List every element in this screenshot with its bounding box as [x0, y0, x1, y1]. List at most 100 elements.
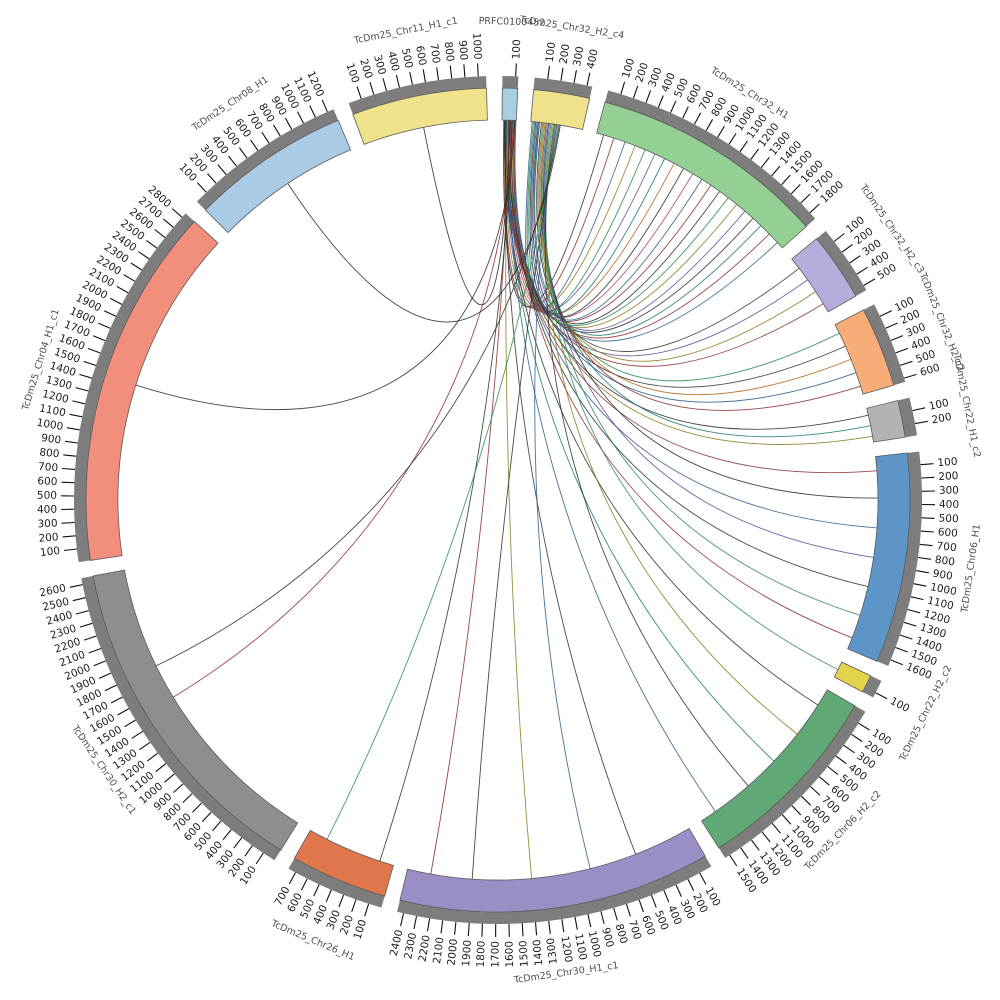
tick-label: 800 — [39, 446, 60, 460]
tick-mark — [130, 262, 143, 271]
tick-mark — [921, 517, 935, 519]
tick-mark — [63, 454, 77, 457]
tick-mark — [801, 795, 812, 806]
tick-mark — [454, 921, 457, 935]
tick-mark — [382, 78, 388, 92]
tick-mark — [61, 481, 75, 484]
tick-band — [288, 858, 385, 908]
chord — [533, 122, 746, 331]
tick-label: 300 — [939, 484, 959, 496]
tick-mark — [117, 708, 130, 716]
tick-label: 1300 — [545, 937, 560, 965]
tick-mark — [574, 916, 578, 930]
tick-label: 800 — [613, 923, 630, 946]
tick-mark — [72, 597, 86, 602]
tick-label: 1100 — [926, 595, 955, 613]
tick-mark — [918, 556, 932, 560]
tick-label: 300 — [371, 54, 388, 76]
tick-mark — [436, 67, 440, 81]
tick-mark — [548, 920, 551, 934]
chord — [471, 124, 558, 880]
tick-mark — [810, 786, 821, 796]
tick-label: 2000 — [446, 938, 461, 966]
tick-mark — [833, 233, 845, 242]
tick-label: 1000 — [586, 930, 603, 959]
chord — [514, 120, 770, 339]
tick-mark — [93, 660, 106, 667]
tick-mark — [297, 111, 304, 124]
chord — [534, 124, 591, 869]
tick-mark — [827, 766, 839, 776]
segment-arc — [293, 829, 394, 897]
tick-band — [816, 231, 867, 297]
tick-mark — [841, 244, 853, 253]
tick-label: 700 — [38, 461, 59, 474]
tick-label: 2400 — [388, 929, 406, 958]
tick-mark — [632, 85, 639, 99]
tick-mark — [921, 476, 935, 479]
tick-mark — [72, 400, 86, 405]
tick-mark — [64, 440, 78, 444]
chord — [504, 120, 637, 855]
tick-mark — [409, 71, 413, 85]
tick-mark — [521, 923, 524, 937]
tick-mark — [313, 884, 320, 897]
tick-label: 100 — [39, 545, 60, 559]
tick-mark — [771, 165, 781, 177]
tick-mark — [356, 86, 362, 99]
tick-label: 600 — [413, 45, 428, 67]
segment-label: TcDm25_Chr06_H1 — [959, 523, 983, 614]
segment-arc — [204, 119, 352, 234]
tick-mark — [657, 95, 664, 108]
tick-mark — [351, 899, 357, 912]
chord — [544, 124, 749, 787]
tick-label: 900 — [932, 568, 954, 583]
segment: 1002003004005006007008009001000110012001… — [388, 827, 723, 986]
chord — [172, 120, 515, 698]
tick-mark — [477, 63, 479, 77]
tick-mark — [83, 635, 97, 641]
tick-mark — [103, 310, 117, 317]
tick-mark — [761, 831, 771, 843]
tick-mark — [638, 899, 644, 913]
tick-label: 600 — [919, 362, 942, 379]
tick-mark — [903, 373, 917, 379]
tick-mark — [75, 387, 89, 392]
tick-band — [533, 77, 593, 99]
tick-mark — [920, 530, 934, 533]
chord — [536, 122, 800, 352]
segment-arc — [791, 238, 857, 313]
segment-arc — [701, 689, 856, 849]
tick-label: 100 — [937, 456, 958, 470]
tick-mark — [791, 805, 802, 816]
tick-mark — [835, 755, 847, 765]
tick-label: 2600 — [39, 582, 68, 599]
tick-mark — [863, 278, 876, 286]
tick-label: 1900 — [460, 940, 474, 967]
tick-mark — [104, 684, 117, 692]
tick-label: 2100 — [431, 936, 446, 964]
tick-mark — [207, 173, 217, 184]
tick-mark — [771, 823, 782, 834]
tick-label: 700 — [427, 43, 442, 65]
chord — [135, 120, 516, 410]
tick-label: 700 — [626, 918, 643, 941]
chord — [430, 120, 511, 875]
chord — [155, 124, 560, 667]
tick-mark — [131, 730, 144, 739]
tick-mark — [79, 373, 93, 379]
tick-mark — [173, 783, 184, 794]
tick-mark — [534, 922, 538, 936]
tick-mark — [440, 920, 444, 934]
tick-label: 700 — [936, 540, 957, 554]
segment: 1002003004005006007008009001000110012001… — [39, 569, 299, 887]
chord — [538, 122, 840, 382]
chord — [503, 119, 605, 308]
tick-label: 1200 — [41, 388, 70, 406]
tick-mark — [83, 360, 97, 367]
tick-mark — [110, 696, 123, 704]
tick-label: 100 — [928, 397, 950, 413]
